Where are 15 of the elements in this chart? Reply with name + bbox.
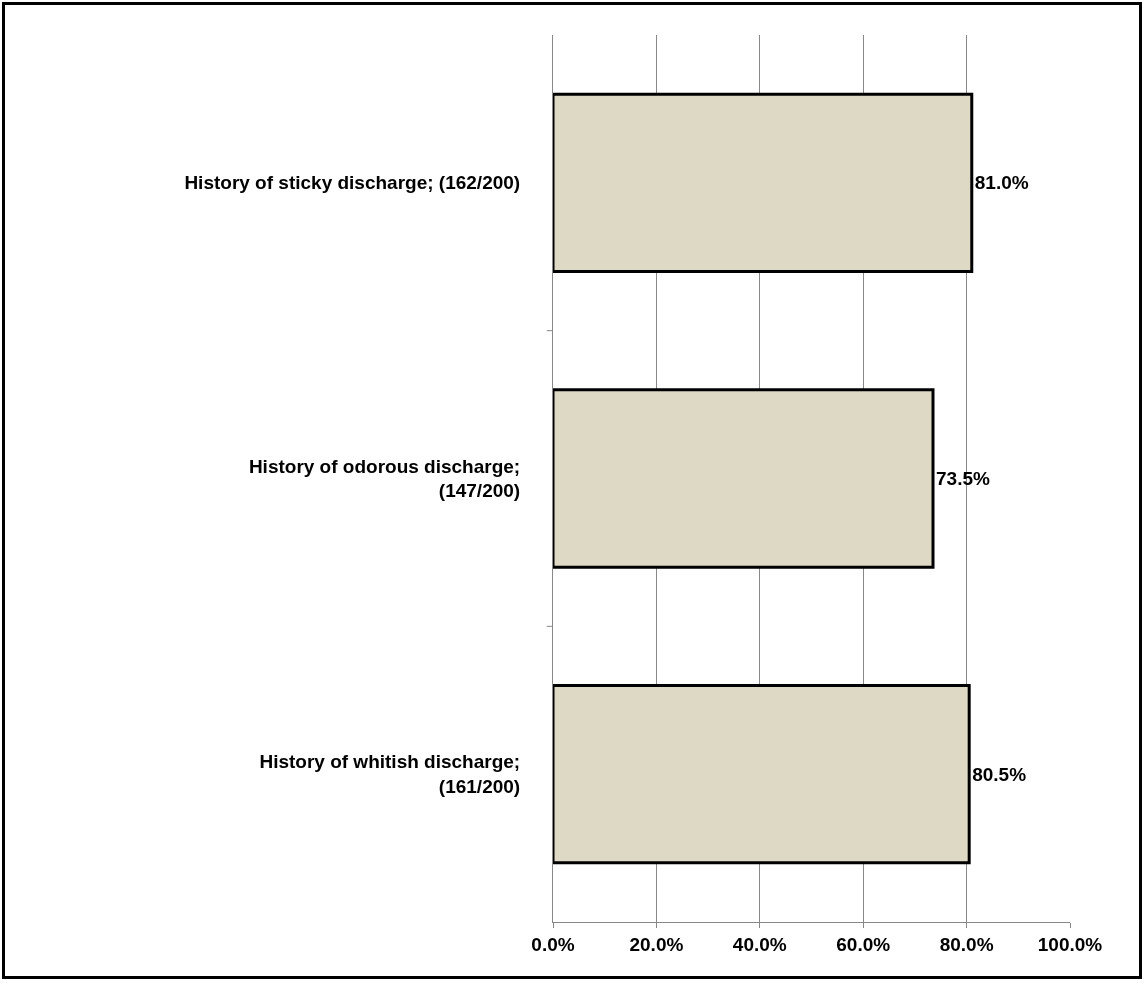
x-tick-label: 0.0% bbox=[531, 933, 575, 955]
y-tick-label: History of sticky discharge; (162/200) bbox=[184, 172, 521, 194]
data-label: 80.5% bbox=[972, 763, 1027, 785]
y-tick-label: History of odorous discharge; (147/200) bbox=[248, 455, 521, 502]
x-tick-label: 20.0% bbox=[629, 933, 684, 955]
data-label: 73.5% bbox=[936, 468, 990, 489]
x-tick-label: 40.0% bbox=[732, 933, 787, 955]
y-tick-label: History of whitish discharge; (161/200) bbox=[259, 751, 521, 798]
data-label: 81.0% bbox=[974, 172, 1029, 194]
x-tick-label: 100.0% bbox=[1037, 933, 1103, 955]
bar bbox=[553, 683, 971, 865]
x-tick-label: 80.0% bbox=[939, 933, 994, 955]
bar bbox=[553, 92, 974, 274]
x-tick-label: 60.0% bbox=[836, 933, 891, 955]
bar bbox=[553, 388, 935, 569]
